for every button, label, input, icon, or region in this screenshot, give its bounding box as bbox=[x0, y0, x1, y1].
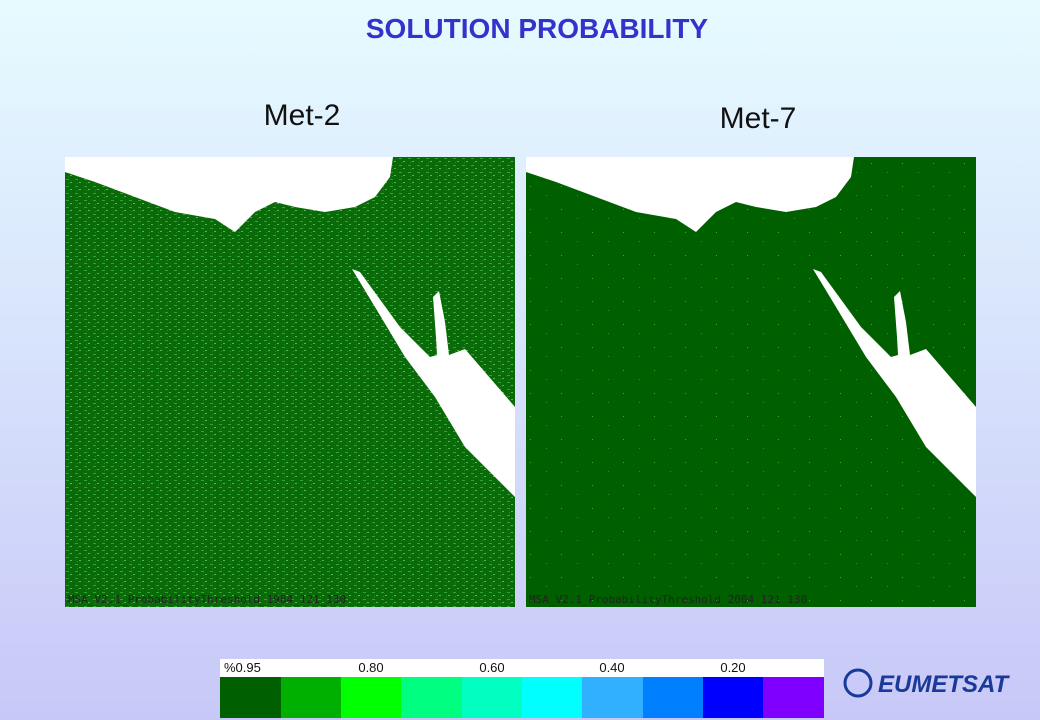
image-caption: MSA_V2.1_ProbabilityThreshold_1984_121_1… bbox=[68, 593, 346, 606]
satellite-image: MSA_V2.1_ProbabilityThreshold_2004_121_1… bbox=[526, 157, 976, 607]
colorbar: %0.95 0.80 0.60 0.40 0.20 bbox=[220, 659, 824, 718]
panel-label: Met-7 bbox=[720, 102, 797, 135]
colorbar-label: 0.80 bbox=[358, 660, 383, 675]
logo: EUMETSAT bbox=[843, 668, 1011, 698]
image-caption: MSA_V2.1_ProbabilityThreshold_2004_121_1… bbox=[529, 593, 807, 606]
colorbar-label: 0.20 bbox=[720, 660, 745, 675]
colorbar-label: %0.95 bbox=[224, 660, 261, 675]
panel-label: Met-2 bbox=[264, 99, 341, 132]
colorbar-label: 0.60 bbox=[479, 660, 504, 675]
satellite-image: MSA_V2.1_ProbabilityThreshold_1984_121_1… bbox=[65, 157, 515, 607]
slide-title: SOLUTION PROBABILITY bbox=[366, 13, 709, 44]
logo-text: EUMETSAT bbox=[878, 671, 1011, 698]
colorbar-label: 0.40 bbox=[599, 660, 624, 675]
